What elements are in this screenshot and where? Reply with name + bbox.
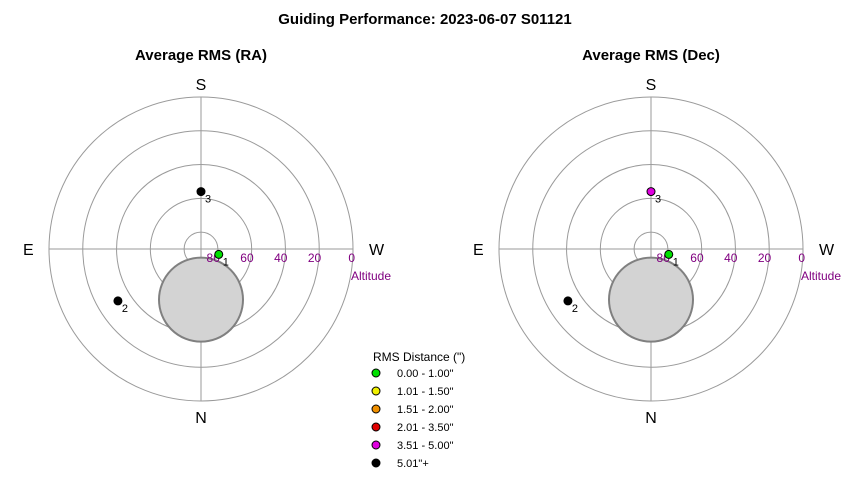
altitude-tick-label: 40 [724,251,738,265]
legend-marker [371,386,381,396]
data-point-2 [113,296,123,306]
plot-subtitle: Average RMS (Dec) [582,47,720,64]
legend-item-label: 0.00 - 1.00" [397,368,454,380]
moon-disk [158,256,244,343]
direction-label-top: S [646,77,657,94]
legend-marker [371,458,381,468]
legend-marker [371,422,381,432]
direction-label-top: S [196,77,207,94]
altitude-tick-label: 20 [758,251,772,265]
altitude-axis-label: Altitude [351,269,391,283]
data-point-label: 3 [655,194,661,206]
data-point-label: 2 [122,303,128,315]
direction-label-bottom: N [645,410,657,427]
legend-item-label: 3.51 - 5.00" [397,440,454,452]
plot-subtitle: Average RMS (RA) [135,47,267,64]
direction-label-right: W [369,242,385,259]
legend-item-label: 5.01"+ [397,458,429,470]
direction-label-left: E [473,242,484,259]
legend-item-label: 1.51 - 2.00" [397,404,454,416]
direction-label-right: W [819,242,835,259]
legend-marker [371,368,381,378]
data-point-label: 1 [223,256,229,268]
data-point-label: 2 [572,303,578,315]
legend-title: RMS Distance (") [373,350,465,364]
data-point-label: 1 [673,256,679,268]
data-point-3 [646,187,656,197]
moon-disk [608,256,694,343]
altitude-tick-label: 60 [690,251,704,265]
data-point-1 [664,249,674,259]
altitude-tick-label: 20 [308,251,322,265]
data-point-2 [563,296,573,306]
legend-marker [371,440,381,450]
legend-item-label: 1.01 - 1.50" [397,386,454,398]
legend: RMS Distance (") 0.00 - 1.00" 1.01 - 1.50"… [371,350,465,470]
data-point-1 [214,249,224,259]
data-point-label: 3 [205,194,211,206]
altitude-tick-label: 0 [348,251,355,265]
polar-plot-2: Average RMS (Dec)SNE W80 60 40 20 0Altitude12… [473,47,841,427]
altitude-tick-label: 40 [274,251,288,265]
altitude-axis-label: Altitude [801,269,841,283]
altitude-tick-label: 60 [240,251,254,265]
direction-label-bottom: N [195,410,207,427]
data-point-3 [196,187,206,197]
chart-title: Guiding Performance: 2023-06-07 S01121 [278,11,571,28]
legend-marker [371,404,381,414]
legend-item-label: 2.01 - 3.50" [397,422,454,434]
direction-label-left: E [23,242,34,259]
altitude-tick-label: 0 [798,251,805,265]
